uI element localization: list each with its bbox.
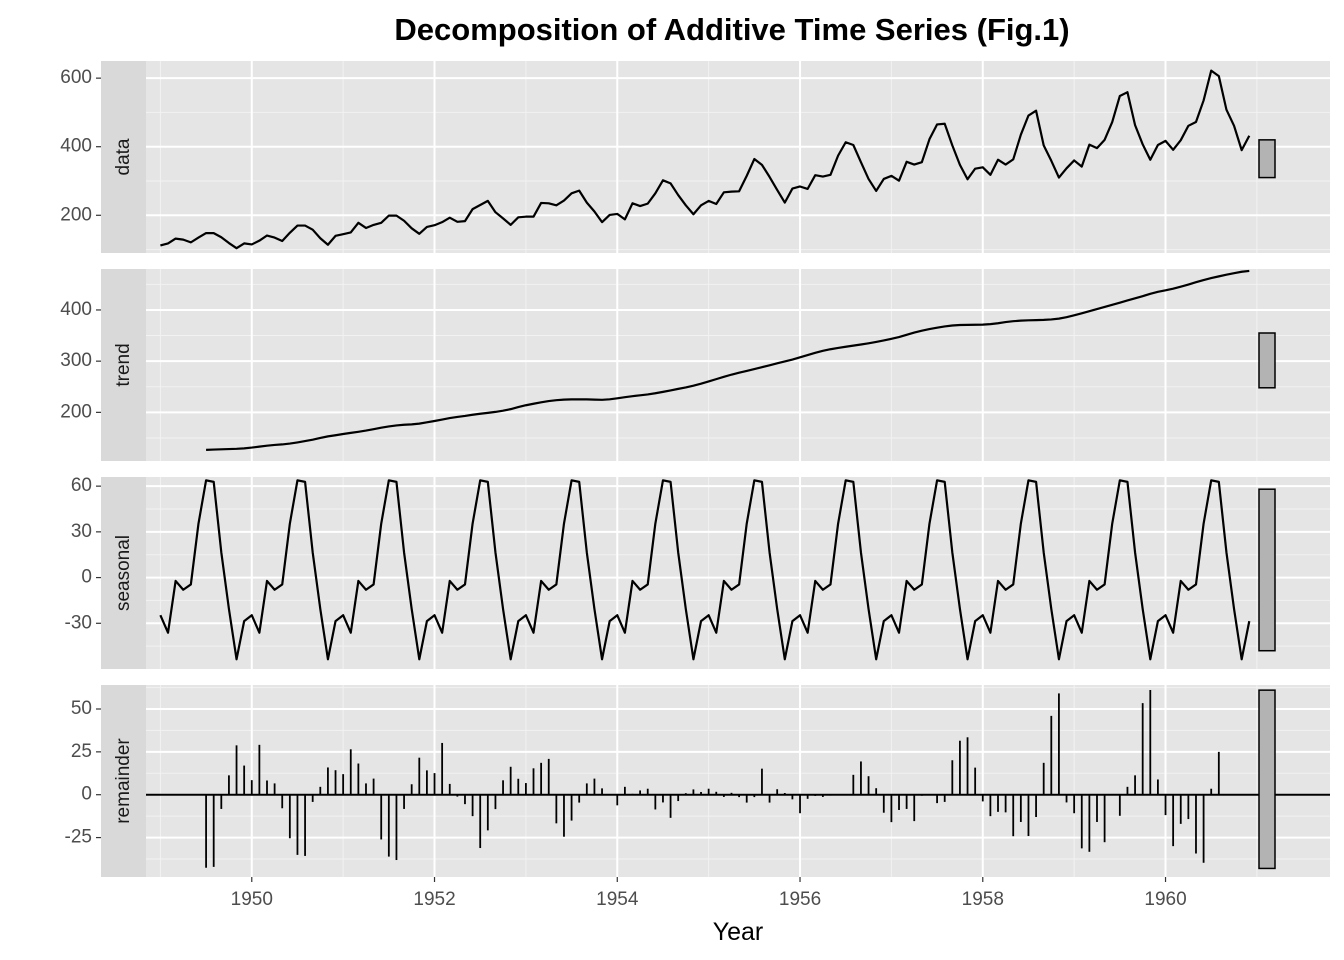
series-line-data — [160, 69, 1251, 250]
x-tick-label: 1956 — [779, 889, 821, 910]
series-line-seasonal — [159, 479, 1251, 661]
panels-group: data200400600trend200300400seasonal60300… — [60, 61, 1330, 877]
y-tick-label: -30 — [65, 612, 92, 633]
y-tick-label: 400 — [60, 136, 92, 157]
y-tick-label: 600 — [60, 67, 92, 88]
y-tick-label: 30 — [71, 521, 92, 542]
range-bar-data — [1258, 139, 1276, 179]
x-axis: 1950 1952 1954 1956 1958 1960 — [231, 877, 1187, 910]
facet-strip — [101, 477, 146, 669]
x-tick-label: 1954 — [596, 889, 639, 910]
y-tick-label: 60 — [71, 475, 92, 496]
facet-label-trend: trend — [113, 343, 134, 386]
panel-background — [101, 61, 1330, 253]
x-tick-label: 1958 — [962, 889, 1004, 910]
series-line-trend — [206, 269, 1250, 451]
x-tick-label: 1952 — [413, 889, 455, 910]
y-tick-label: -25 — [65, 827, 92, 848]
x-tick-label: 1960 — [1144, 889, 1186, 910]
facet-strip — [101, 685, 146, 877]
panel-background — [101, 477, 1330, 669]
panel-remainder: remainder 50 25 0 -25 — [65, 685, 1330, 877]
range-bar-remainder — [1258, 689, 1276, 870]
panel-data: data 200 400 600 — [60, 61, 1330, 253]
range-bar-trend — [1258, 332, 1276, 389]
panel-seasonal: seasonal 60 30 0 -30 — [65, 475, 1330, 669]
range-bar-seasonal — [1258, 488, 1276, 652]
chart-title: Decomposition of Additive Time Series (F… — [394, 12, 1069, 47]
panel-background — [101, 685, 1330, 877]
x-tick-label: 1950 — [231, 889, 273, 910]
panel-background — [101, 269, 1330, 461]
y-tick-label: 25 — [71, 741, 92, 762]
y-tick-label: 300 — [60, 350, 92, 371]
facet-label-remainder: remainder — [113, 738, 134, 824]
y-tick-label: 50 — [71, 698, 92, 719]
facet-strip — [101, 269, 146, 461]
x-axis-title: Year — [713, 918, 764, 946]
y-tick-label: 200 — [60, 204, 92, 225]
panel-trend: trend 200 300 400 — [60, 269, 1330, 461]
y-tick-label: 400 — [60, 299, 92, 320]
y-tick-label: 200 — [60, 401, 92, 422]
facet-label-data: data — [113, 138, 134, 175]
y-tick-label: 0 — [81, 784, 92, 805]
facet-label-seasonal: seasonal — [113, 535, 134, 611]
y-tick-label: 0 — [81, 567, 92, 588]
facet-strip — [101, 61, 146, 253]
